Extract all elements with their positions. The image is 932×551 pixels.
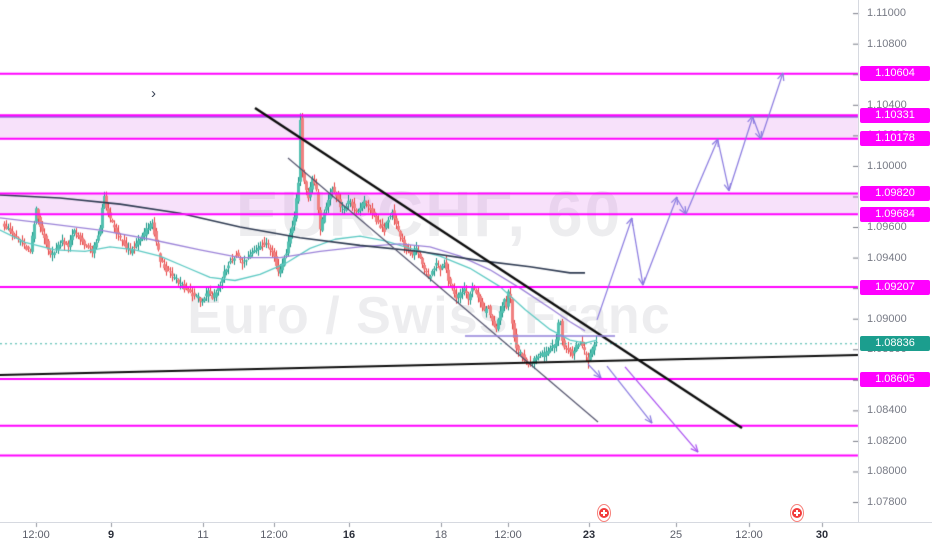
price-level-tag: 1.08605 [860, 371, 930, 387]
price-level-tag: 1.09207 [860, 279, 930, 295]
time-axis-label: 12:00 [260, 529, 288, 541]
price-level-tag: 1.10604 [860, 66, 930, 82]
time-axis[interactable]: 12:00 9 11 12:00 16 18 12:00 23 25 12:00 30 [0, 522, 932, 551]
marker-cross-v [796, 510, 798, 516]
time-axis-label: 12:00 [494, 529, 522, 541]
time-axis-label: 12:00 [22, 529, 50, 541]
chevron-right-icon[interactable]: › [151, 85, 156, 102]
price-tick-label: 1.11000 [867, 7, 906, 20]
time-axis-label: 16 [342, 529, 356, 541]
time-axis-label: 23 [582, 529, 596, 541]
swiss-holiday-marker-icon[interactable] [790, 504, 804, 522]
time-axis-label: 30 [815, 529, 829, 541]
price-tick-label: 1.09600 [867, 221, 907, 234]
price-tick-label: 1.08200 [867, 434, 907, 447]
price-tick-label: 1.09400 [867, 251, 907, 264]
time-axis-label: 9 [107, 529, 115, 541]
marker-cross-v [603, 510, 605, 516]
price-tick-label: 1.07800 [867, 496, 907, 509]
swiss-holiday-marker-icon[interactable] [597, 504, 611, 522]
price-level-tag: 1.09820 [860, 185, 930, 201]
current-price-tag: 1.08836 [860, 336, 930, 352]
price-level-tag: 1.09684 [860, 206, 930, 222]
time-axis-label: 25 [669, 529, 683, 541]
price-tick-label: 1.10400 [867, 98, 907, 111]
time-axis-label: 18 [434, 529, 448, 541]
price-tick-label: 1.10800 [867, 37, 907, 50]
price-axis[interactable]: 1.110001.108001.106001.104001.102001.100… [858, 0, 932, 522]
time-axis-label: 12:00 [735, 529, 763, 541]
price-tick-label: 1.10000 [867, 159, 907, 172]
price-tick-label: 1.08400 [867, 404, 907, 417]
price-tick-label: 1.08000 [867, 465, 907, 478]
price-tick-label: 1.09000 [867, 312, 907, 325]
price-level-tag: 1.10178 [860, 131, 930, 147]
price-level-tag: 1.10331 [860, 107, 930, 123]
time-axis-label: 11 [197, 529, 209, 541]
